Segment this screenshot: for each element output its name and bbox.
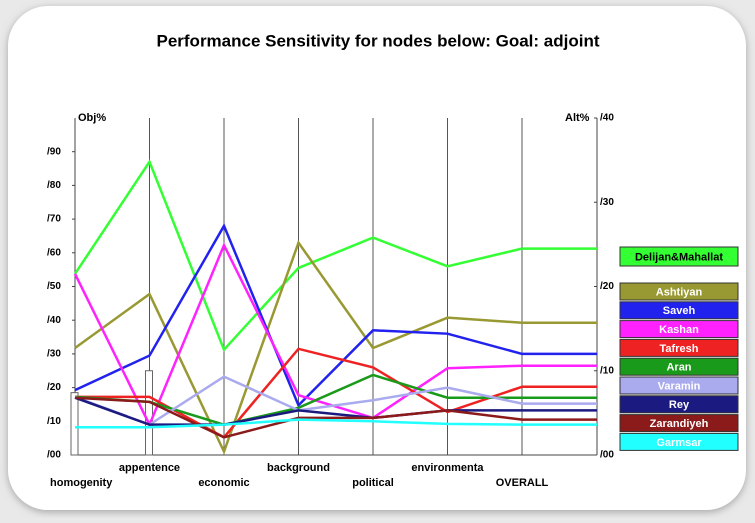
y2-axis-label: Alt% (565, 112, 590, 124)
y-tick-label: /40 (47, 315, 61, 326)
y2-tick-label: /40 (600, 113, 614, 124)
legend-label: Aran (666, 362, 691, 374)
y-tick-label: /60 (47, 247, 61, 258)
y-tick-label: /50 (47, 281, 61, 292)
y-tick-label: /10 (47, 416, 61, 427)
y-tick-label: /20 (47, 382, 61, 393)
legend-label: Zarandiyeh (650, 418, 709, 430)
legend-label: Kashan (659, 324, 699, 336)
x-tick-label: OVERALL (496, 477, 549, 489)
x-tick-label: background (267, 462, 330, 474)
y2-tick-label: /20 (600, 281, 614, 292)
y2-tick-label: /30 (600, 197, 614, 208)
x-tick-label: appentence (119, 462, 180, 474)
chart: Performance Sensitivity for nodes below:… (0, 0, 755, 518)
legend-label: Ashtiyan (656, 286, 703, 298)
legend-label: Tafresh (660, 343, 699, 355)
y-tick-label: /80 (47, 180, 61, 191)
y-tick-label: /70 (47, 214, 61, 225)
y-tick-label: /30 (47, 349, 61, 360)
y-tick-label: /00 (47, 450, 61, 461)
chart-title: Performance Sensitivity for nodes below:… (156, 31, 599, 50)
x-tick-label: environmenta (411, 462, 484, 474)
x-tick-label: economic (198, 477, 249, 489)
legend-label: Saveh (663, 305, 696, 317)
legend-label: Delijan&Mahallat (635, 251, 723, 263)
weight-bar (146, 371, 153, 455)
y2-tick-label: /10 (600, 365, 614, 376)
y-tick-label: /90 (47, 146, 61, 157)
legend-label: Rey (669, 399, 690, 411)
x-tick-label: political (352, 477, 394, 489)
y2-tick-label: /00 (600, 450, 614, 461)
x-tick-label: homogenity (50, 477, 113, 489)
legend-label: Garmsar (656, 437, 702, 449)
y-axis-label: Obj% (78, 112, 106, 124)
legend-label: Varamin (658, 380, 701, 392)
weight-bar (71, 393, 78, 455)
